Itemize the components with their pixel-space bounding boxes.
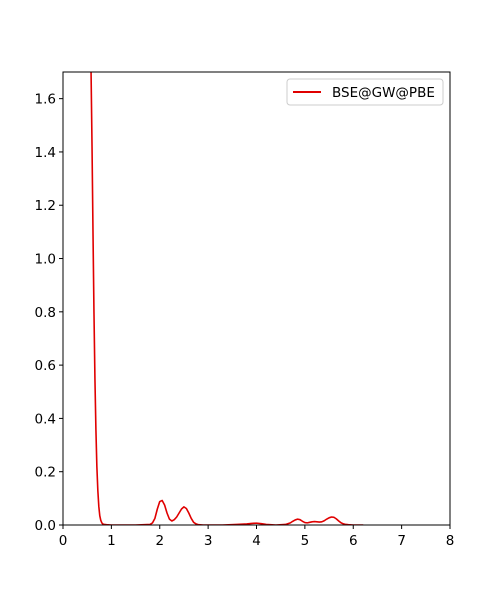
legend: BSE@GW@PBE — [286, 78, 444, 106]
x-tick-label: 1 — [107, 533, 116, 549]
y-tick-label: 1.0 — [35, 252, 56, 268]
y-tick-label: 0.6 — [35, 358, 56, 374]
y-axis: 0.0 0.2 0.4 0.6 0.8 1.0 1.2 1.4 1.6 — [35, 92, 63, 534]
x-axis: 0 1 2 3 4 5 6 7 8 — [59, 525, 455, 549]
y-tick-label: 0.0 — [35, 518, 56, 534]
x-tick-label: 2 — [155, 533, 164, 549]
plot-frame — [62, 71, 451, 526]
y-tick-label: 0.4 — [35, 411, 56, 427]
legend-label: BSE@GW@PBE — [332, 85, 435, 101]
y-tick-label: 1.6 — [35, 92, 56, 108]
y-tick-label: 1.4 — [35, 145, 56, 161]
x-tick-label: 7 — [397, 533, 406, 549]
x-tick-label: 0 — [59, 533, 68, 549]
y-tick-label: 0.8 — [35, 305, 56, 321]
x-tick-label: 4 — [252, 533, 261, 549]
x-tick-label: 5 — [301, 533, 310, 549]
y-tick-label: 1.2 — [35, 198, 56, 214]
x-tick-label: 3 — [204, 533, 213, 549]
x-tick-label: 6 — [349, 533, 358, 549]
y-tick-label: 0.2 — [35, 465, 56, 481]
x-tick-label: 8 — [446, 533, 455, 549]
legend-box — [286, 78, 444, 106]
